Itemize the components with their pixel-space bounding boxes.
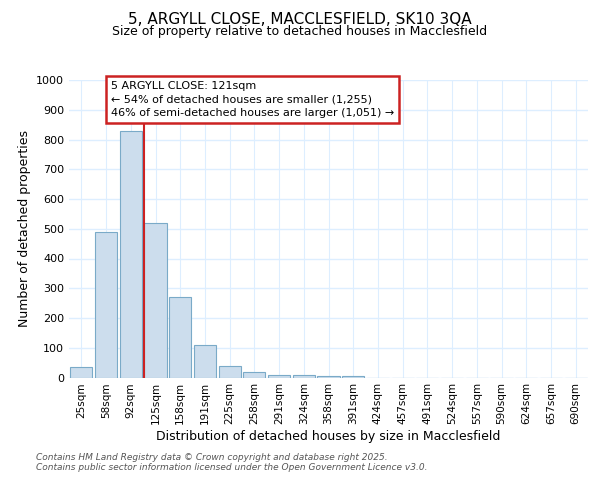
Text: 5, ARGYLL CLOSE, MACCLESFIELD, SK10 3QA: 5, ARGYLL CLOSE, MACCLESFIELD, SK10 3QA xyxy=(128,12,472,28)
Bar xyxy=(342,376,364,378)
Y-axis label: Number of detached properties: Number of detached properties xyxy=(17,130,31,327)
Bar xyxy=(293,376,315,378)
Text: Contains public sector information licensed under the Open Government Licence v3: Contains public sector information licen… xyxy=(36,464,427,472)
Bar xyxy=(268,374,290,378)
Bar xyxy=(145,223,167,378)
Bar xyxy=(243,372,265,378)
Bar xyxy=(218,366,241,378)
Bar xyxy=(169,297,191,378)
Text: Size of property relative to detached houses in Macclesfield: Size of property relative to detached ho… xyxy=(112,25,488,38)
Bar xyxy=(194,345,216,378)
Bar xyxy=(70,367,92,378)
X-axis label: Distribution of detached houses by size in Macclesfield: Distribution of detached houses by size … xyxy=(157,430,500,443)
Bar xyxy=(119,130,142,378)
Text: Contains HM Land Registry data © Crown copyright and database right 2025.: Contains HM Land Registry data © Crown c… xyxy=(36,452,388,462)
Text: 5 ARGYLL CLOSE: 121sqm
← 54% of detached houses are smaller (1,255)
46% of semi-: 5 ARGYLL CLOSE: 121sqm ← 54% of detached… xyxy=(110,82,394,118)
Bar xyxy=(317,376,340,378)
Bar xyxy=(95,232,117,378)
